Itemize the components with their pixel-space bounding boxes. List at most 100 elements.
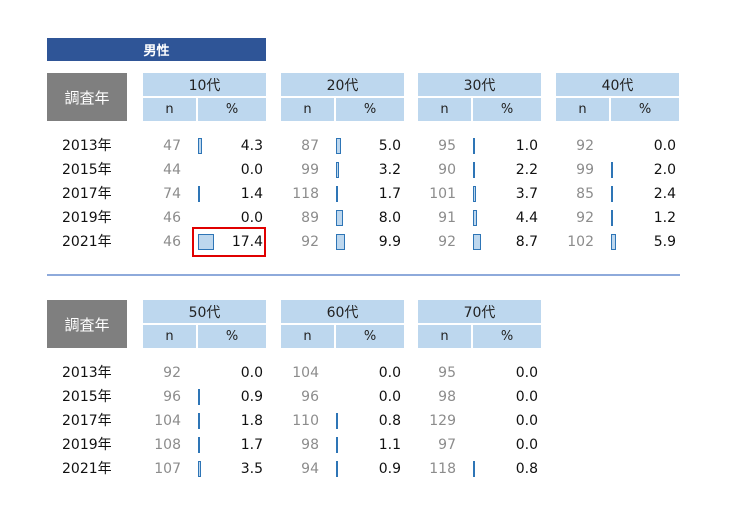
pct-value: 5.9 [653,234,676,250]
pct-value: 4.3 [240,138,263,154]
n-value: 85 [576,186,594,202]
n-value: 92 [301,234,319,250]
pct-bar [198,234,214,250]
n-value: 46 [163,210,181,226]
pct-header: % [198,98,266,121]
n-value: 96 [163,389,181,405]
n-value: 95 [438,365,456,381]
pct-bar [473,234,481,250]
pct-value: 1.2 [653,210,676,226]
pct-value: 0.0 [240,365,263,381]
year-column-header: 調査年 [47,300,127,348]
n-value: 99 [576,162,594,178]
pct-bar [198,437,200,453]
n-value: 104 [154,413,181,429]
n-value: 89 [301,210,319,226]
pct-value: 3.7 [515,186,538,202]
pct-bar [198,461,201,477]
pct-value: 17.4 [231,234,263,250]
pct-bar [198,138,202,154]
pct-bar [336,162,339,178]
pct-value: 2.4 [653,186,676,202]
n-header: n [556,98,609,121]
pct-value: 3.5 [240,461,263,477]
age-group-header: 40代 [556,73,679,96]
pct-bar [473,138,475,154]
n-value: 129 [429,413,456,429]
pct-value: 0.0 [515,437,538,453]
pct-bar [611,234,616,250]
pct-value: 4.4 [515,210,538,226]
age-group-header: 10代 [143,73,266,96]
pct-header: % [611,98,679,121]
table-row-year: 2015年 [62,389,112,405]
pct-header: % [336,98,404,121]
pct-value: 8.7 [515,234,538,250]
pct-value: 0.9 [378,461,401,477]
pct-value: 8.0 [378,210,401,226]
pct-header: % [198,325,266,348]
pct-value: 0.9 [240,389,263,405]
pct-value: 2.2 [515,162,538,178]
n-value: 92 [438,234,456,250]
pct-bar [198,413,200,429]
pct-bar [473,210,477,226]
n-value: 92 [576,138,594,154]
age-group-header: 30代 [418,73,541,96]
pct-value: 0.0 [240,162,263,178]
n-value: 74 [163,186,181,202]
n-header: n [143,325,196,348]
pct-value: 0.0 [515,365,538,381]
n-header: n [281,98,334,121]
pct-value: 2.0 [653,162,676,178]
n-value: 97 [438,437,456,453]
pct-value: 1.8 [240,413,263,429]
pct-value: 0.8 [515,461,538,477]
n-value: 92 [576,210,594,226]
table-row-year: 2017年 [62,413,112,429]
pct-bar [336,210,343,226]
pct-bar [198,186,200,202]
n-header: n [418,98,471,121]
age-group-header: 60代 [281,300,404,323]
n-header: n [281,325,334,348]
n-value: 104 [292,365,319,381]
pct-bar [336,437,338,453]
pct-value: 0.0 [378,389,401,405]
table-row-year: 2021年 [62,234,112,250]
table-row-year: 2021年 [62,461,112,477]
pct-value: 1.4 [240,186,263,202]
n-value: 98 [301,437,319,453]
pct-bar [336,138,341,154]
section-title: 男性 [47,38,266,61]
pct-bar [198,389,200,405]
pct-value: 0.0 [515,389,538,405]
pct-bar [336,461,338,477]
table-row-year: 2017年 [62,186,112,202]
year-column-header: 調査年 [47,73,127,121]
n-value: 44 [163,162,181,178]
n-header: n [143,98,196,121]
n-value: 90 [438,162,456,178]
highlight-box [192,227,266,257]
n-value: 91 [438,210,456,226]
n-value: 110 [292,413,319,429]
n-value: 107 [154,461,181,477]
pct-bar [473,461,475,477]
n-value: 92 [163,365,181,381]
pct-value: 0.0 [240,210,263,226]
pct-bar [611,162,613,178]
age-group-header: 70代 [418,300,541,323]
n-value: 47 [163,138,181,154]
n-value: 102 [567,234,594,250]
pct-value: 1.7 [378,186,401,202]
pct-bar [611,210,613,226]
pct-value: 0.0 [653,138,676,154]
age-group-header: 20代 [281,73,404,96]
age-group-header: 50代 [143,300,266,323]
n-value: 98 [438,389,456,405]
pct-value: 9.9 [378,234,401,250]
pct-bar [336,413,338,429]
table-row-year: 2019年 [62,437,112,453]
n-value: 101 [429,186,456,202]
